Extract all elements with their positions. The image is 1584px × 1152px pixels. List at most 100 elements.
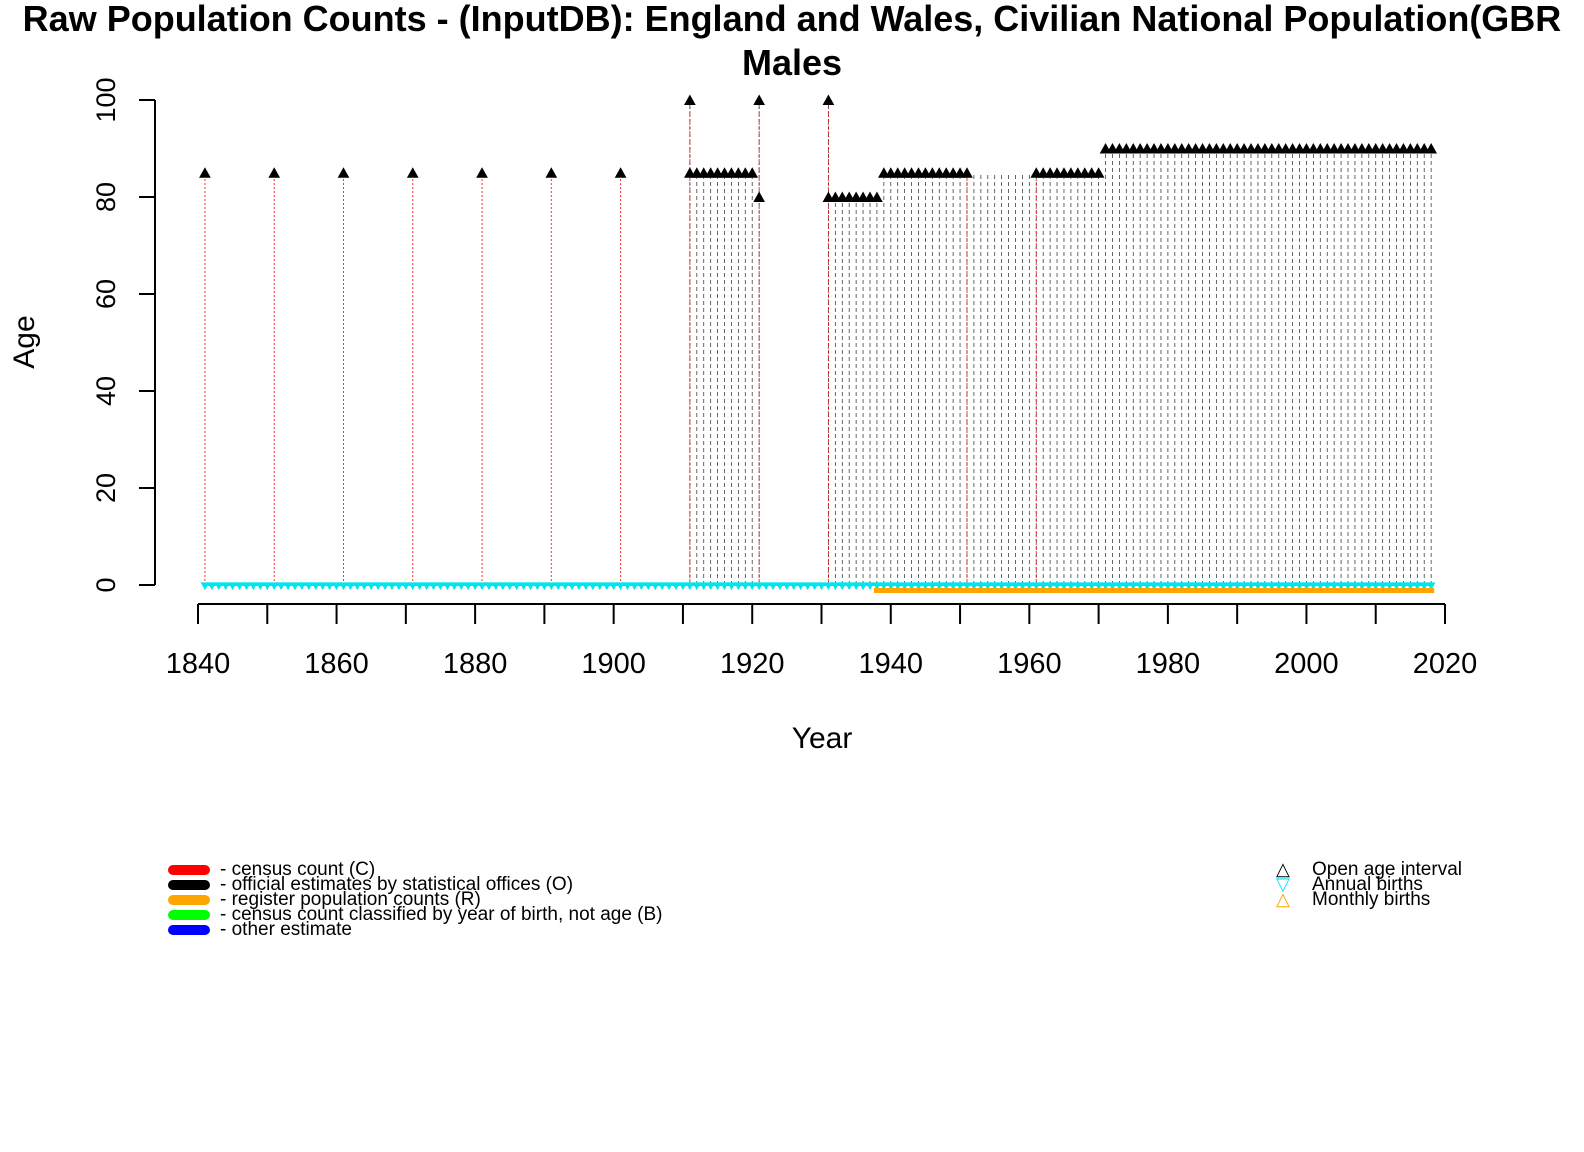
annual-birth-point bbox=[1156, 582, 1166, 591]
open-age-point bbox=[864, 191, 876, 202]
open-age-point bbox=[1162, 142, 1174, 154]
annual-birth-point bbox=[1121, 582, 1131, 591]
annual-birth-point bbox=[976, 582, 986, 591]
annual-birth-point bbox=[512, 582, 522, 591]
open-age-point bbox=[1058, 167, 1070, 178]
open-age-point bbox=[1376, 142, 1389, 154]
annual-birth-point bbox=[276, 582, 286, 591]
annual-birth-point bbox=[304, 582, 314, 591]
annual-birth-point bbox=[436, 582, 445, 591]
annual-birth-point bbox=[318, 582, 328, 591]
annual-birth-point bbox=[560, 582, 570, 591]
open-age-point bbox=[1210, 142, 1223, 154]
annual-birth-point bbox=[969, 582, 979, 591]
annual-birth-point bbox=[1392, 582, 1401, 591]
year-lines-layer bbox=[204, 100, 1432, 585]
annual-birth-point bbox=[858, 582, 868, 591]
open-age-point bbox=[545, 167, 558, 178]
open-age-point bbox=[725, 167, 738, 178]
annual-birth-point bbox=[865, 582, 875, 591]
annual-births-triangle-icon: ▽ bbox=[1276, 874, 1290, 894]
annual-birth-point bbox=[484, 582, 494, 591]
annual-birth-point bbox=[1406, 582, 1415, 591]
annual-birth-point bbox=[720, 582, 729, 591]
open-age-point bbox=[1293, 142, 1306, 154]
annual-birth-point bbox=[699, 582, 709, 591]
open-age-point bbox=[1203, 142, 1216, 154]
annual-birth-point bbox=[810, 582, 819, 591]
annual-birth-point bbox=[1135, 582, 1145, 591]
annual-birth-point bbox=[470, 582, 480, 591]
legend-label-monthly-births: Monthly births bbox=[1312, 889, 1431, 910]
annual-birth-point bbox=[1059, 582, 1069, 591]
annual-birth-point bbox=[831, 582, 840, 591]
y-tick-label: 0 bbox=[91, 577, 121, 592]
open-age-point bbox=[268, 167, 281, 178]
annual-birth-point bbox=[837, 582, 847, 591]
annual-birth-point bbox=[1267, 582, 1277, 591]
annual-birth-point bbox=[657, 582, 667, 591]
open-age-point bbox=[684, 167, 696, 178]
x-tick-label: 1840 bbox=[166, 648, 231, 680]
annual-birth-point bbox=[1350, 582, 1360, 591]
annual-birth-point bbox=[990, 582, 1000, 591]
open-age-point bbox=[1182, 142, 1195, 154]
y-tick-label: 40 bbox=[91, 376, 121, 406]
annual-birth-point bbox=[1343, 582, 1353, 591]
annual-birth-point bbox=[796, 582, 806, 591]
annual-birth-point bbox=[1260, 582, 1270, 591]
x-tick-label: 1900 bbox=[581, 648, 646, 680]
open-age-point bbox=[829, 191, 842, 202]
open-age-point bbox=[1307, 142, 1320, 154]
annual-birth-point bbox=[1212, 582, 1221, 591]
open-age-point bbox=[836, 191, 849, 202]
open-age-point bbox=[926, 167, 939, 178]
open-age-triangle-icon: △ bbox=[1276, 859, 1290, 879]
annual-birth-point bbox=[519, 582, 528, 591]
open-age-point bbox=[1390, 142, 1403, 154]
x-axis-label: Year bbox=[792, 722, 853, 755]
annual-birth-point bbox=[346, 582, 355, 591]
legend-sources: - census count (C) - official estimates … bbox=[168, 860, 663, 939]
annual-birth-point bbox=[921, 582, 930, 591]
annual-birth-point bbox=[415, 582, 425, 591]
annual-birth-point bbox=[727, 582, 736, 591]
annual-birth-point bbox=[491, 582, 501, 591]
legend-swatch-birth-year bbox=[168, 909, 210, 920]
annual-birth-point bbox=[740, 582, 750, 591]
y-axis-label: Age bbox=[8, 315, 41, 368]
open-age-point bbox=[1078, 167, 1091, 178]
annual-birth-point bbox=[1198, 582, 1207, 591]
open-age-point bbox=[1092, 167, 1105, 178]
annual-birth-point bbox=[900, 582, 909, 591]
annual-birth-point bbox=[1094, 582, 1103, 591]
annual-birth-point bbox=[1018, 582, 1027, 591]
annual-birth-point bbox=[394, 582, 404, 591]
annual-birth-point bbox=[429, 582, 438, 591]
annual-birth-point bbox=[269, 582, 279, 591]
annual-birth-point bbox=[1205, 582, 1214, 591]
open-age-point bbox=[1175, 142, 1188, 154]
legend-item-annual-births: ▽ Annual births bbox=[1276, 874, 1462, 895]
annual-birth-point bbox=[242, 582, 251, 591]
open-age-point bbox=[954, 167, 966, 178]
annual-birth-point bbox=[803, 582, 812, 591]
annual-birth-point bbox=[311, 582, 321, 591]
legend-label-annual-births: Annual births bbox=[1312, 874, 1423, 895]
annual-birth-point bbox=[934, 582, 944, 591]
annual-birth-point bbox=[1371, 582, 1381, 591]
legend-label-open-age: Open age interval bbox=[1312, 859, 1462, 880]
open-age-point bbox=[1328, 142, 1341, 154]
annual-birth-point bbox=[851, 582, 861, 591]
open-age-point bbox=[1155, 142, 1167, 154]
open-age-point bbox=[1300, 142, 1313, 154]
annual-birth-point bbox=[1101, 582, 1110, 591]
annual-birth-point bbox=[1426, 582, 1436, 591]
open-age-point bbox=[1196, 142, 1209, 154]
open-age-point bbox=[912, 167, 925, 178]
monthly-births-triangle-icon: △ bbox=[1276, 889, 1290, 909]
open-age-point bbox=[1134, 142, 1147, 154]
annual-birth-point bbox=[235, 582, 244, 591]
annual-birth-point bbox=[1045, 582, 1055, 591]
y-tick-label: 20 bbox=[91, 473, 121, 503]
